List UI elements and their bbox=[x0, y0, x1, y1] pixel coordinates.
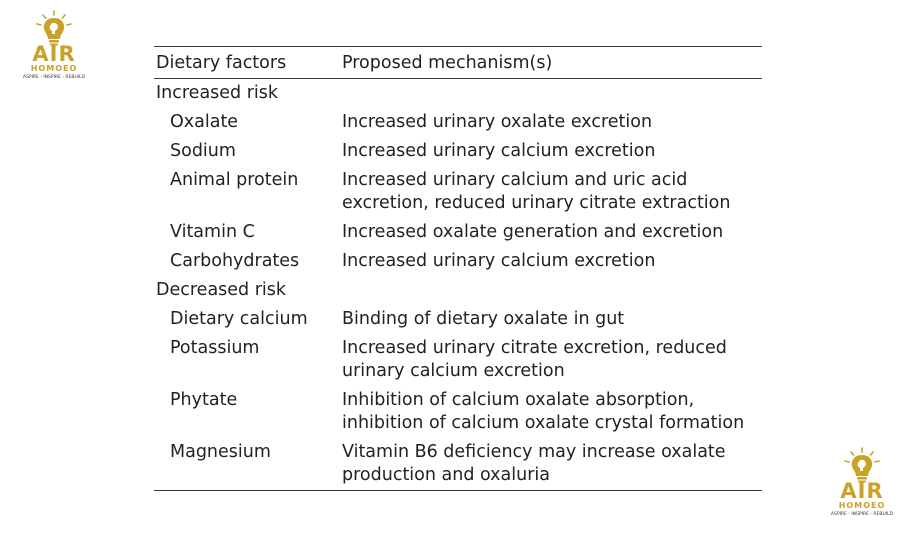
header-proposed-mechanisms: Proposed mechanism(s) bbox=[342, 53, 553, 73]
dietary-factors-table-wrap: Dietary factors Proposed mechanism(s) In… bbox=[154, 46, 762, 491]
lightbulb-head-icon bbox=[844, 447, 880, 483]
mechanism-cell: Inhibition of calcium oxalate absorption… bbox=[342, 390, 745, 433]
mechanism-cell: Increased urinary calcium excretion bbox=[342, 141, 656, 161]
table-header-row: Dietary factors Proposed mechanism(s) bbox=[154, 46, 762, 79]
table-row: Animal protein Increased urinary calcium… bbox=[154, 166, 762, 218]
table-row: Vitamin C Increased oxalate generation a… bbox=[154, 218, 762, 247]
mechanism-cell: Increased urinary calcium excretion bbox=[342, 251, 656, 271]
table-row: Phytate Inhibition of calcium oxalate ab… bbox=[154, 386, 762, 438]
logo-top: AIR HOMOEO ASPIRE - INSPIRE - REBUILD bbox=[18, 10, 90, 81]
mechanism-cell: Vitamin B6 deficiency may increase oxala… bbox=[342, 442, 726, 485]
factor-cell: Animal protein bbox=[170, 170, 299, 190]
group-label: Decreased risk bbox=[156, 280, 287, 300]
table-row: Magnesium Vitamin B6 deficiency may incr… bbox=[154, 438, 762, 491]
factor-cell: Potassium bbox=[170, 338, 260, 358]
mechanism-cell: Increased urinary citrate excretion, red… bbox=[342, 338, 727, 381]
logo-tagline: ASPIRE - INSPIRE - REBUILD bbox=[830, 512, 894, 517]
table-row: Potassium Increased urinary citrate excr… bbox=[154, 334, 762, 386]
mechanism-cell: Increased urinary oxalate excretion bbox=[342, 112, 653, 132]
logo-sub: HOMOEO bbox=[30, 64, 78, 73]
group-row-increased-risk: Increased risk bbox=[154, 79, 762, 109]
logo-bottom: AIR HOMOEO ASPIRE - INSPIRE - REBUILD bbox=[826, 447, 898, 518]
lightbulb-head-icon bbox=[36, 10, 72, 46]
table-row: Oxalate Increased urinary oxalate excret… bbox=[154, 108, 762, 137]
logo-name: AIR bbox=[32, 42, 76, 66]
dietary-factors-table: Dietary factors Proposed mechanism(s) In… bbox=[154, 46, 762, 491]
table-row: Dietary calcium Binding of dietary oxala… bbox=[154, 305, 762, 334]
factor-cell: Vitamin C bbox=[170, 222, 255, 242]
mechanism-cell: Increased urinary calcium and uric acid … bbox=[342, 170, 731, 213]
mechanism-cell: Increased oxalate generation and excreti… bbox=[342, 222, 724, 242]
logo-name: AIR bbox=[840, 479, 884, 503]
mechanism-cell: Binding of dietary oxalate in gut bbox=[342, 309, 625, 329]
header-dietary-factors: Dietary factors bbox=[156, 53, 287, 73]
factor-cell: Dietary calcium bbox=[170, 309, 308, 329]
group-row-decreased-risk: Decreased risk bbox=[154, 276, 762, 305]
logo-tagline: ASPIRE - INSPIRE - REBUILD bbox=[22, 75, 86, 80]
group-label: Increased risk bbox=[156, 83, 279, 103]
factor-cell: Sodium bbox=[170, 141, 236, 161]
table-row: Sodium Increased urinary calcium excreti… bbox=[154, 137, 762, 166]
factor-cell: Phytate bbox=[170, 390, 238, 410]
factor-cell: Magnesium bbox=[170, 442, 271, 462]
factor-cell: Carbohydrates bbox=[170, 251, 300, 271]
table-row: Carbohydrates Increased urinary calcium … bbox=[154, 247, 762, 276]
factor-cell: Oxalate bbox=[170, 112, 239, 132]
logo-sub: HOMOEO bbox=[838, 501, 886, 510]
